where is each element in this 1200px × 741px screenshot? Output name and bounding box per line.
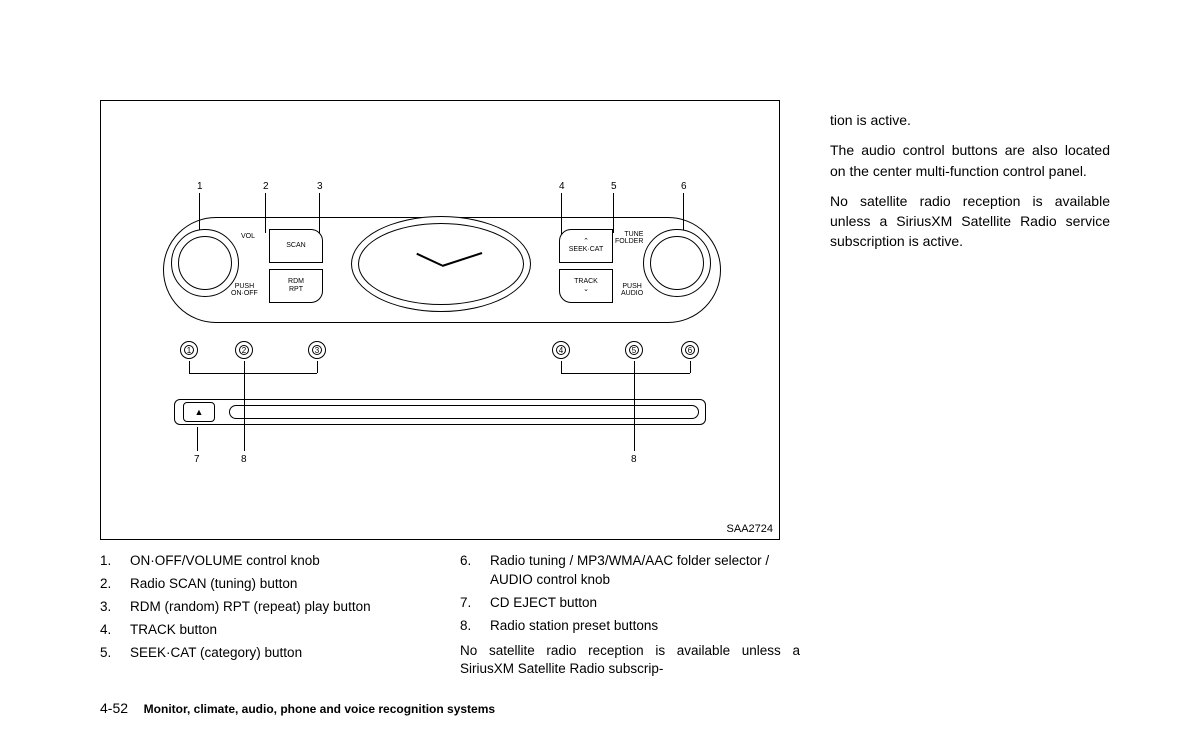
callout-3: 3 bbox=[317, 181, 323, 192]
page-number: 4-52 bbox=[100, 700, 128, 716]
body-paragraph: The audio control buttons are also locat… bbox=[830, 140, 1110, 181]
diagram-id: SAA2724 bbox=[727, 523, 773, 535]
seek-cat-label: SEEK·CAT bbox=[569, 246, 604, 254]
preset-5: 5 bbox=[625, 341, 643, 359]
legend-text: ON·OFF/VOLUME control knob bbox=[130, 552, 440, 571]
tune-knob bbox=[643, 229, 711, 297]
legend-num: 1. bbox=[100, 552, 130, 571]
legend-text: SEEK·CAT (category) button bbox=[130, 644, 440, 663]
callout-line bbox=[197, 427, 198, 451]
page-layout: 1 2 3 4 5 6 VOL PUSH ON·OFF SCAN RDM bbox=[100, 100, 1110, 679]
track-button: TRACK ⌄ bbox=[559, 269, 613, 303]
preset-4: 4 bbox=[552, 341, 570, 359]
right-column: tion is active. The audio control button… bbox=[830, 100, 1110, 679]
track-label: TRACK bbox=[574, 278, 598, 286]
radio-panel: VOL PUSH ON·OFF SCAN RDM RPT ⌃ SEEK·CAT … bbox=[171, 211, 711, 331]
page-footer: 4-52 Monitor, climate, audio, phone and … bbox=[100, 700, 495, 716]
callout-2: 2 bbox=[263, 181, 269, 192]
audio-panel-diagram: 1 2 3 4 5 6 VOL PUSH ON·OFF SCAN RDM bbox=[100, 100, 780, 540]
body-paragraph: No satellite radio reception is availabl… bbox=[830, 191, 1110, 252]
cd-slot bbox=[229, 405, 699, 419]
body-paragraph: tion is active. bbox=[830, 110, 1110, 130]
preset-1: 1 bbox=[180, 341, 198, 359]
legend-num: 7. bbox=[460, 594, 490, 613]
tune-folder-label: TUNE FOLDER bbox=[615, 231, 643, 245]
chevron-down-icon: ⌄ bbox=[583, 286, 589, 294]
preset-2: 2 bbox=[235, 341, 253, 359]
legend-text: Radio station preset buttons bbox=[490, 617, 800, 636]
left-column: 1 2 3 4 5 6 VOL PUSH ON·OFF SCAN RDM bbox=[100, 100, 800, 679]
callout-line bbox=[244, 387, 245, 451]
seek-cat-button: ⌃ SEEK·CAT bbox=[559, 229, 613, 263]
analog-clock bbox=[351, 216, 531, 312]
bracket-line bbox=[634, 361, 635, 387]
legend-num: 5. bbox=[100, 644, 130, 663]
callout-7: 7 bbox=[194, 454, 200, 465]
preset-3: 3 bbox=[308, 341, 326, 359]
push-audio-label: PUSH AUDIO bbox=[621, 283, 643, 297]
callout-line bbox=[634, 387, 635, 451]
legend-paragraph: No satellite radio reception is availabl… bbox=[460, 642, 800, 680]
rdm-rpt-button: RDM RPT bbox=[269, 269, 323, 303]
bracket-line bbox=[317, 361, 318, 373]
legend-text: Radio tuning / MP3/WMA/AAC folder select… bbox=[490, 552, 800, 590]
legend-num: 6. bbox=[460, 552, 490, 590]
bracket-line bbox=[189, 361, 190, 373]
scan-button: SCAN bbox=[269, 229, 323, 263]
callout-8b: 8 bbox=[631, 454, 637, 465]
legend-text: RDM (random) RPT (repeat) play button bbox=[130, 598, 440, 617]
section-title: Monitor, climate, audio, phone and voice… bbox=[144, 702, 495, 716]
eject-button: ▲ bbox=[183, 402, 215, 422]
legend-num: 8. bbox=[460, 617, 490, 636]
legend-text: CD EJECT button bbox=[490, 594, 800, 613]
legend-left-col: 1.ON·OFF/VOLUME control knob 2.Radio SCA… bbox=[100, 552, 440, 679]
vol-label: VOL bbox=[241, 233, 255, 240]
legend-num: 2. bbox=[100, 575, 130, 594]
bracket-line bbox=[244, 361, 245, 387]
bracket-line bbox=[561, 373, 690, 374]
bracket-line bbox=[690, 361, 691, 373]
volume-knob bbox=[171, 229, 239, 297]
callout-1: 1 bbox=[197, 181, 203, 192]
legend: 1.ON·OFF/VOLUME control knob 2.Radio SCA… bbox=[100, 552, 800, 679]
bracket-line bbox=[561, 361, 562, 373]
callout-4: 4 bbox=[559, 181, 565, 192]
legend-text: TRACK button bbox=[130, 621, 440, 640]
chevron-up-icon: ⌃ bbox=[583, 238, 589, 246]
eject-icon: ▲ bbox=[195, 407, 204, 417]
legend-text: Radio SCAN (tuning) button bbox=[130, 575, 440, 594]
callout-8a: 8 bbox=[241, 454, 247, 465]
callout-6: 6 bbox=[681, 181, 687, 192]
clock-hour-hand bbox=[416, 253, 442, 266]
clock-minute-hand bbox=[442, 252, 482, 266]
bracket-line bbox=[189, 373, 317, 374]
legend-right-col: 6.Radio tuning / MP3/WMA/AAC folder sele… bbox=[460, 552, 800, 679]
callout-5: 5 bbox=[611, 181, 617, 192]
legend-num: 3. bbox=[100, 598, 130, 617]
preset-6: 6 bbox=[681, 341, 699, 359]
legend-num: 4. bbox=[100, 621, 130, 640]
push-onoff-label: PUSH ON·OFF bbox=[231, 283, 258, 297]
